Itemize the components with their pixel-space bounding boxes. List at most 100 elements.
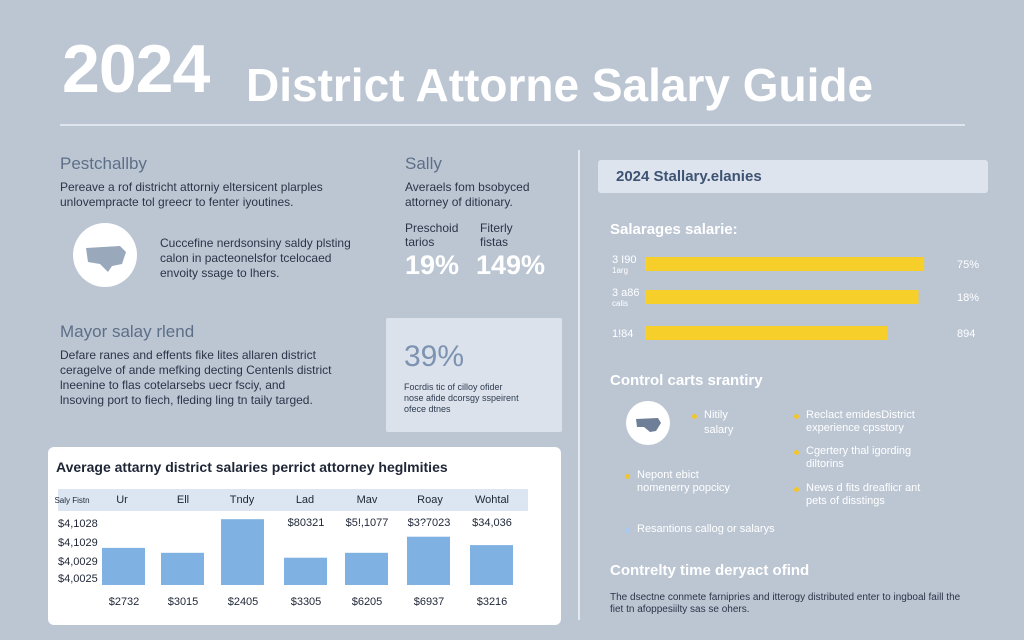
label: $3?7023: [408, 517, 451, 529]
label: $4,1029: [58, 537, 98, 549]
panel-title: 2024 Stallary.elanies: [616, 168, 762, 185]
chart-title: Average attarny district salaries perric…: [56, 459, 448, 475]
year: 2024: [62, 31, 210, 107]
list-item: pets of disstings: [806, 495, 885, 507]
stat-label: fistas: [480, 235, 509, 249]
title: District Attorne Salary Guide: [246, 59, 874, 111]
label: 894: [957, 328, 975, 340]
text: ceragelve of ande mefking decting Centen…: [60, 363, 332, 377]
label: Ell: [177, 494, 189, 506]
label: Roay: [417, 494, 443, 506]
subtitle: Salarages salarie:: [610, 221, 738, 238]
heading: Mayor salay rlend: [60, 322, 195, 341]
label: $2405: [228, 596, 259, 608]
map-icon: [73, 223, 137, 287]
label: 1!84: [612, 328, 633, 340]
bar: [284, 557, 327, 585]
label: Tndy: [230, 494, 255, 506]
label: 3 I90: [612, 254, 636, 266]
chart-card: [48, 447, 561, 625]
label: $3305: [291, 596, 322, 608]
label: $2732: [109, 596, 140, 608]
bullet: [692, 414, 697, 419]
list-item: nomenerry popcicy: [637, 482, 730, 494]
label: $6205: [352, 596, 383, 608]
bullet: [794, 487, 799, 492]
text: Defare ranes and effents fike lites alla…: [60, 348, 316, 362]
highlight-card: 39% Focrdis tic of cilloy ofider nose af…: [386, 318, 562, 432]
list-item: Reclact emidesDistrict: [806, 409, 915, 421]
stat-label: tarios: [405, 235, 435, 249]
bar: [645, 290, 919, 304]
heading: Control carts srantiry: [610, 372, 763, 389]
bar: [470, 545, 513, 585]
list-item: diltorins: [806, 458, 844, 470]
text: lneenine to flas cotelarsebs uecr fsciy,…: [60, 378, 286, 392]
label: Mav: [357, 494, 378, 506]
rule: [60, 124, 965, 126]
text: calon in pacteonelsfor tcelocaed: [160, 251, 332, 265]
bar: [407, 536, 450, 585]
bar: [161, 552, 204, 585]
heading: Pestchallby: [60, 154, 147, 173]
bar: [102, 547, 145, 585]
highlight-value: 39%: [404, 340, 465, 373]
list-item: Nepont ebict: [637, 469, 699, 481]
label: Ur: [116, 494, 128, 506]
list-item: experience cpsstory: [806, 422, 904, 434]
stat-label: Fiterly: [480, 221, 513, 235]
heading: Sally: [405, 154, 442, 173]
bullet: [625, 474, 630, 479]
text: attorney of ditionary.: [405, 195, 513, 209]
text: Cuccefine nerdsonsiny saldy plsting: [160, 236, 351, 250]
header-band: [58, 489, 528, 511]
label: 1arg: [612, 266, 628, 275]
label: $5!,1077: [346, 517, 389, 529]
list-item: Cgertery thal igording: [806, 445, 912, 457]
stat-label: Preschoid: [405, 221, 459, 235]
text: Pereave a rof districht attorniy eltersi…: [60, 180, 323, 194]
label: $4,0025: [58, 573, 98, 585]
text: The dsectne conmete farnipries and itter…: [610, 592, 961, 603]
label: $4,1028: [58, 518, 98, 530]
label: $6937: [414, 596, 445, 608]
panel-header: [598, 160, 988, 193]
label: $80321: [288, 517, 325, 529]
stat-value: 19%: [405, 250, 460, 280]
list-item: salary: [704, 424, 734, 436]
list-item: News d fits dreaflicr ant: [806, 482, 921, 494]
label: 75%: [957, 259, 979, 271]
label: Saly Fistn: [54, 496, 89, 505]
label: Lad: [296, 494, 314, 506]
bar: [221, 519, 264, 585]
divider: [578, 150, 580, 620]
label: calis: [612, 299, 628, 308]
text: Focrdis tic of cilloy ofider: [404, 382, 503, 392]
text: nose afide dcorsgy sspeirent: [404, 393, 519, 403]
text: ofece dtnes: [404, 404, 451, 414]
text: envoity ssage to lhers.: [160, 266, 280, 280]
stat-value: 149%: [476, 250, 546, 280]
bullet: [625, 528, 630, 533]
list-item: Resantions callog or salarys: [637, 523, 775, 535]
label: $3015: [168, 596, 199, 608]
bar: [645, 257, 925, 271]
text: Averaels fom bsobyced: [405, 180, 530, 194]
text: lnsoving port to fiech, fleding ling tn …: [60, 393, 313, 407]
bullet: [794, 450, 799, 455]
map-icon: [626, 401, 670, 445]
bar: [645, 326, 888, 340]
label: 18%: [957, 292, 979, 304]
label: $4,0029: [58, 556, 98, 568]
list-item: Nitily: [704, 409, 728, 421]
label: $3216: [477, 596, 508, 608]
label: 3 a86: [612, 287, 640, 299]
bar: [345, 552, 388, 585]
label: $34,036: [472, 517, 512, 529]
label: Wohtal: [475, 494, 509, 506]
text: unlovempracte tol greecr to fenter iyout…: [60, 195, 294, 209]
bullet: [794, 414, 799, 419]
heading: Contrelty time deryact ofind: [610, 562, 810, 579]
